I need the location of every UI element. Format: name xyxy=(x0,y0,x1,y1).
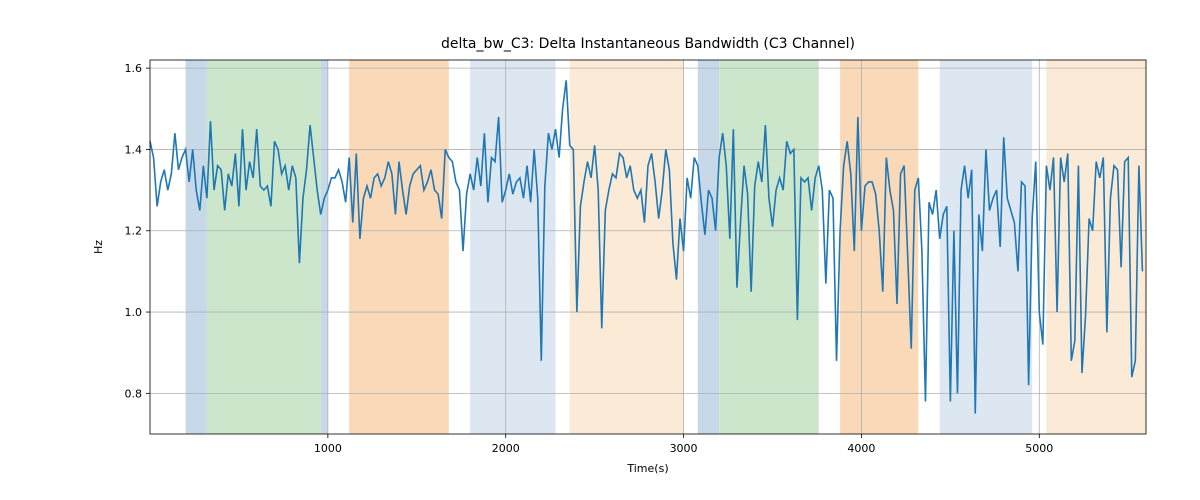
band xyxy=(207,60,321,434)
band xyxy=(470,60,555,434)
y-tick-label: 1.4 xyxy=(125,143,143,156)
x-tick-label: 2000 xyxy=(492,442,520,455)
band xyxy=(321,60,328,434)
x-axis-label: Time(s) xyxy=(626,462,668,475)
band xyxy=(186,60,207,434)
x-ticks: 1000 2000 3000 4000 5000 xyxy=(314,434,1053,455)
band xyxy=(719,60,819,434)
x-tick-label: 5000 xyxy=(1025,442,1053,455)
y-tick-label: 1.0 xyxy=(125,306,143,319)
y-tick-label: 1.2 xyxy=(125,225,143,238)
chart-figure: delta_bw_C3: Delta Instantaneous Bandwid… xyxy=(0,0,1200,500)
x-tick-label: 4000 xyxy=(847,442,875,455)
y-axis-label: Hz xyxy=(92,240,105,254)
band xyxy=(1046,60,1146,434)
band xyxy=(349,60,449,434)
x-tick-label: 3000 xyxy=(670,442,698,455)
y-ticks: 0.8 1.0 1.2 1.4 1.6 xyxy=(125,62,151,400)
y-tick-label: 0.8 xyxy=(125,387,143,400)
x-tick-label: 1000 xyxy=(314,442,342,455)
chart-title: delta_bw_C3: Delta Instantaneous Bandwid… xyxy=(441,36,855,52)
band xyxy=(570,60,684,434)
plot-area xyxy=(150,60,1146,434)
y-tick-label: 1.6 xyxy=(125,62,143,75)
chart-svg: delta_bw_C3: Delta Instantaneous Bandwid… xyxy=(0,0,1200,500)
band xyxy=(698,60,719,434)
